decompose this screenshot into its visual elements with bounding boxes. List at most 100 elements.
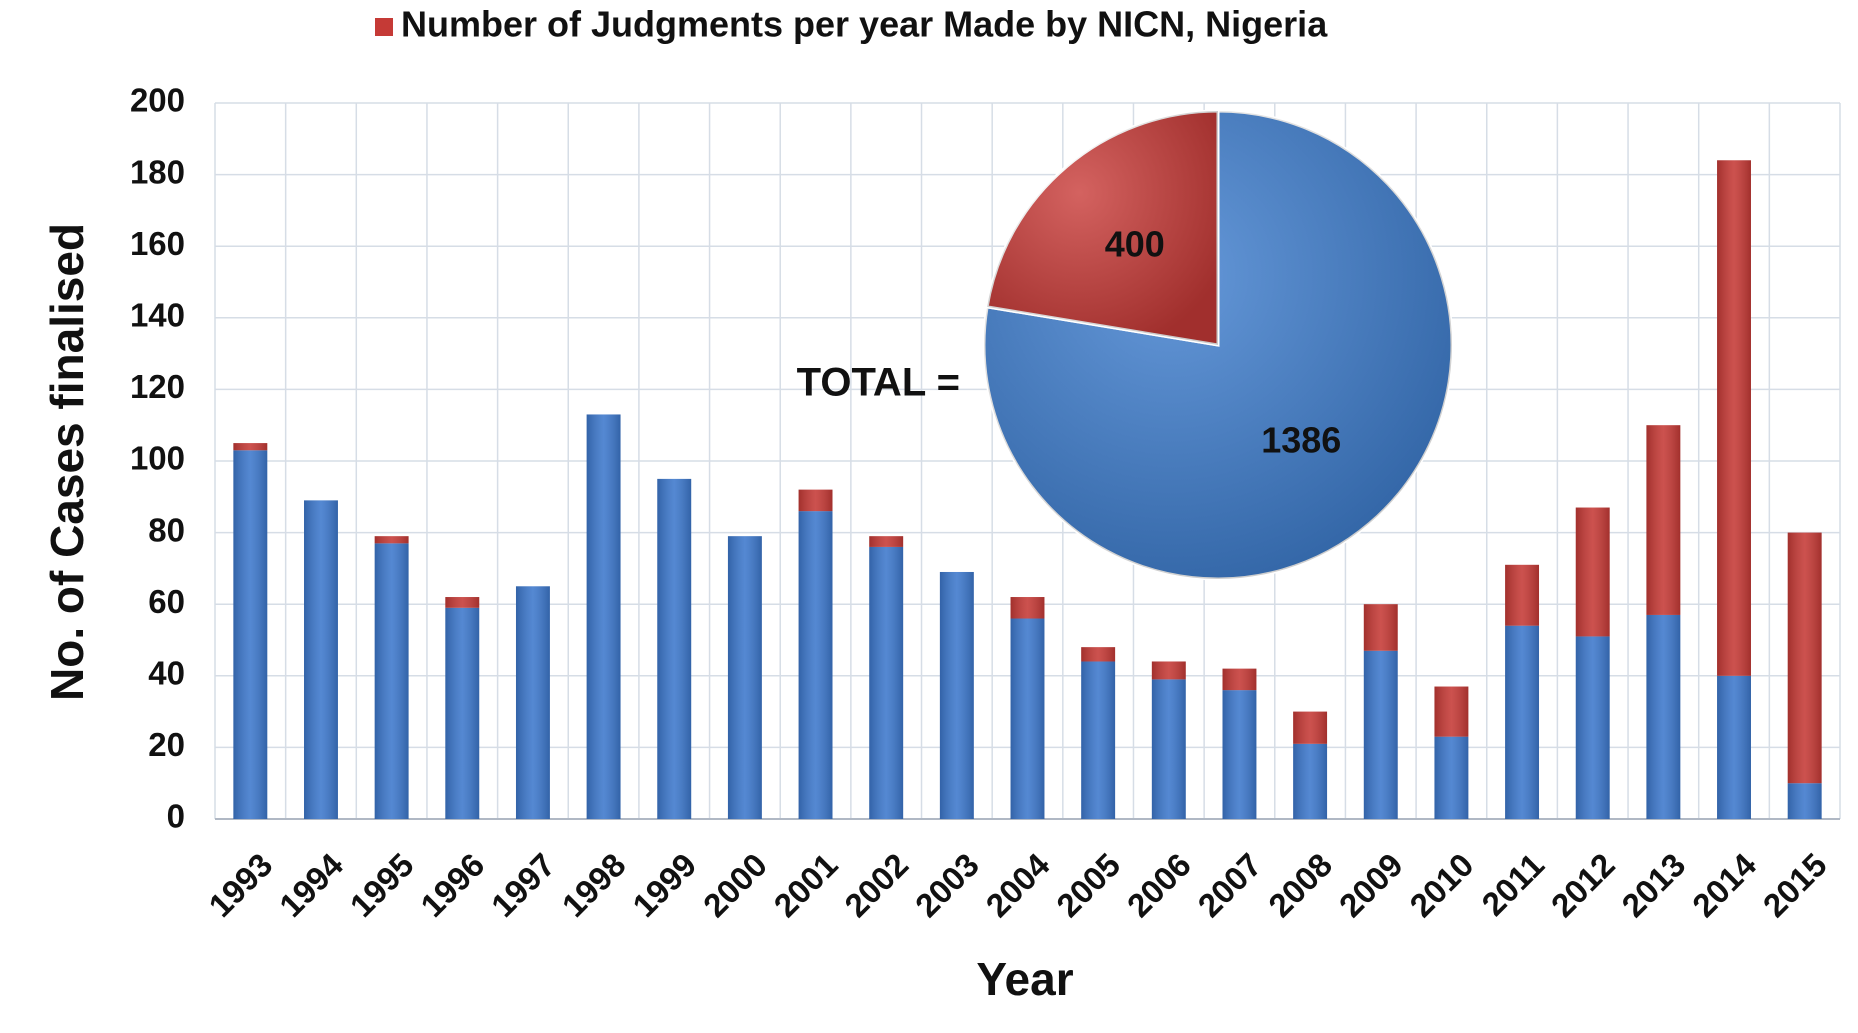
- bar-shade: [1363, 604, 1398, 651]
- x-tick-label: 2008: [1261, 846, 1339, 924]
- pie-slice-shade: [987, 111, 1218, 345]
- bar-segment: [1646, 425, 1681, 615]
- bar-segment: [1575, 507, 1610, 637]
- bar-segment: [1363, 604, 1398, 651]
- bar-shade: [1787, 532, 1822, 784]
- bar-segment: [586, 414, 621, 819]
- bar-shade: [1717, 675, 1751, 819]
- x-tick-label: 1996: [413, 846, 491, 924]
- x-tick-label: 2015: [1756, 846, 1834, 924]
- bar-segment: [1222, 668, 1257, 691]
- pie-annotation: TOTAL =: [797, 361, 960, 405]
- x-tick-label: 2014: [1685, 846, 1764, 925]
- x-tick-label: 2007: [1190, 846, 1268, 924]
- x-tick-label: 2010: [1402, 846, 1480, 924]
- bar-shade: [1293, 711, 1328, 744]
- bar-segment: [515, 586, 550, 819]
- bar-shade: [1434, 736, 1469, 819]
- y-axis-label: No. of Cases finalised: [41, 223, 93, 701]
- bar-shade: [1293, 743, 1328, 819]
- bar-segment: [374, 543, 409, 819]
- bar-segment: [1010, 618, 1045, 819]
- bar-shade: [233, 443, 268, 451]
- y-tick-label: 100: [130, 440, 185, 477]
- x-tick-label: 2002: [837, 846, 915, 924]
- y-tick-label: 20: [148, 726, 185, 763]
- bar-shade: [374, 543, 409, 819]
- bar-shade: [1717, 160, 1751, 676]
- bar-shade: [869, 546, 904, 819]
- bar-segment: [1010, 597, 1045, 619]
- bar-segment: [1505, 564, 1540, 626]
- bar-shade: [657, 478, 692, 819]
- bar-segment: [233, 450, 268, 819]
- bar-shade: [233, 450, 268, 819]
- bar-segment: [1222, 690, 1257, 819]
- pie-slice: [985, 109, 1220, 347]
- bar-segment: [1434, 736, 1469, 819]
- pie-value-label: 400: [1105, 223, 1165, 264]
- bar-segment: [727, 536, 762, 819]
- bar-shade: [1646, 614, 1681, 819]
- bar-shade: [304, 500, 338, 819]
- bar-shade: [1222, 668, 1257, 691]
- bar-shade: [1787, 783, 1822, 819]
- bar-shade: [586, 414, 621, 819]
- bar-segment: [869, 546, 904, 819]
- bar-segment: [233, 443, 268, 451]
- bar-segment: [1787, 783, 1822, 819]
- bar-segment: [1575, 636, 1610, 819]
- x-tick-label: 2003: [908, 846, 986, 924]
- x-tick-label: 2009: [1332, 846, 1410, 924]
- bar-segment: [445, 597, 480, 608]
- x-tick-label: 1993: [201, 846, 279, 924]
- bar-segment: [1787, 532, 1822, 784]
- bar-segment: [1505, 625, 1540, 819]
- bar-shade: [1010, 597, 1045, 619]
- y-tick-label: 60: [148, 583, 185, 620]
- bar-segment: [1717, 160, 1751, 676]
- bar-shade: [939, 571, 974, 819]
- y-tick-label: 180: [130, 153, 185, 190]
- bar-segment: [657, 478, 692, 819]
- bar-segment: [1151, 679, 1186, 819]
- bar-shade: [1222, 690, 1257, 819]
- bar-shade: [1010, 618, 1045, 819]
- x-tick-label: 1999: [625, 846, 703, 924]
- x-tick-label: 2006: [1120, 846, 1198, 924]
- bar-segment: [1717, 675, 1751, 819]
- bar-segment: [304, 500, 338, 819]
- bar-shade: [1505, 564, 1540, 626]
- bar-shade: [374, 536, 409, 544]
- bar-shade: [798, 489, 833, 512]
- x-axis-label: Year: [976, 953, 1073, 1005]
- x-tick-label: 2012: [1544, 846, 1622, 924]
- bar-shade: [1505, 625, 1540, 819]
- bar-shade: [445, 597, 480, 608]
- pie-value-label: 1386: [1261, 420, 1341, 461]
- bar-segment: [798, 489, 833, 512]
- x-tick-label: 1998: [555, 846, 633, 924]
- bar-shade: [1363, 650, 1398, 819]
- y-tick-label: 200: [130, 82, 185, 119]
- x-tick-label: 1995: [343, 846, 421, 924]
- y-tick-label: 40: [148, 655, 185, 692]
- legend-label: Number of Judgments per year Made by NIC…: [401, 4, 1328, 45]
- bar-segment: [445, 607, 480, 819]
- bar-segment: [1293, 711, 1328, 744]
- y-tick-label: 0: [167, 798, 185, 835]
- bar-shade: [1646, 425, 1681, 615]
- bar-segment: [939, 571, 974, 819]
- bar-shade: [1151, 661, 1186, 680]
- bar-shade: [1151, 679, 1186, 819]
- bar-shade: [869, 536, 904, 547]
- x-tick-label: 2004: [979, 846, 1058, 925]
- bar-segment: [1363, 650, 1398, 819]
- bar-shade: [1575, 636, 1610, 819]
- y-tick-label: 160: [130, 225, 185, 262]
- legend-swatch: [375, 18, 393, 36]
- bar-segment: [374, 536, 409, 544]
- bar-shade: [445, 607, 480, 819]
- x-tick-label: 2005: [1049, 846, 1127, 924]
